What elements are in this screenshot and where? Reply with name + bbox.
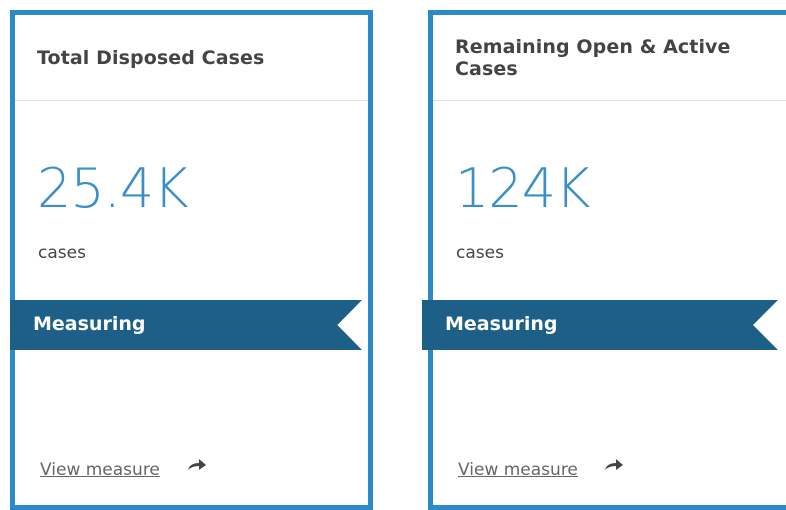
card-unit: cases (456, 243, 504, 263)
view-measure-link[interactable]: View measure (458, 460, 578, 480)
card-header: Remaining Open & Active Cases (433, 15, 786, 101)
card-header: Total Disposed Cases (15, 15, 368, 101)
card-value: 124K (455, 157, 590, 220)
card-value: 25.4K (37, 157, 189, 220)
card: Total Disposed Cases 25.4K cases View me… (10, 10, 373, 510)
card: Remaining Open & Active Cases 124K cases… (428, 10, 786, 510)
card-unit: cases (38, 243, 86, 263)
arrow-icon (188, 459, 206, 470)
arrow-icon (605, 459, 623, 470)
ribbon: Measuring (10, 300, 362, 350)
ribbon-label: Measuring (445, 313, 558, 335)
card-title: Remaining Open & Active Cases (455, 35, 731, 80)
ribbon-label: Measuring (33, 313, 146, 335)
card-title: Total Disposed Cases (37, 46, 265, 69)
ribbon: Measuring (422, 300, 778, 350)
view-measure-link[interactable]: View measure (40, 460, 160, 480)
